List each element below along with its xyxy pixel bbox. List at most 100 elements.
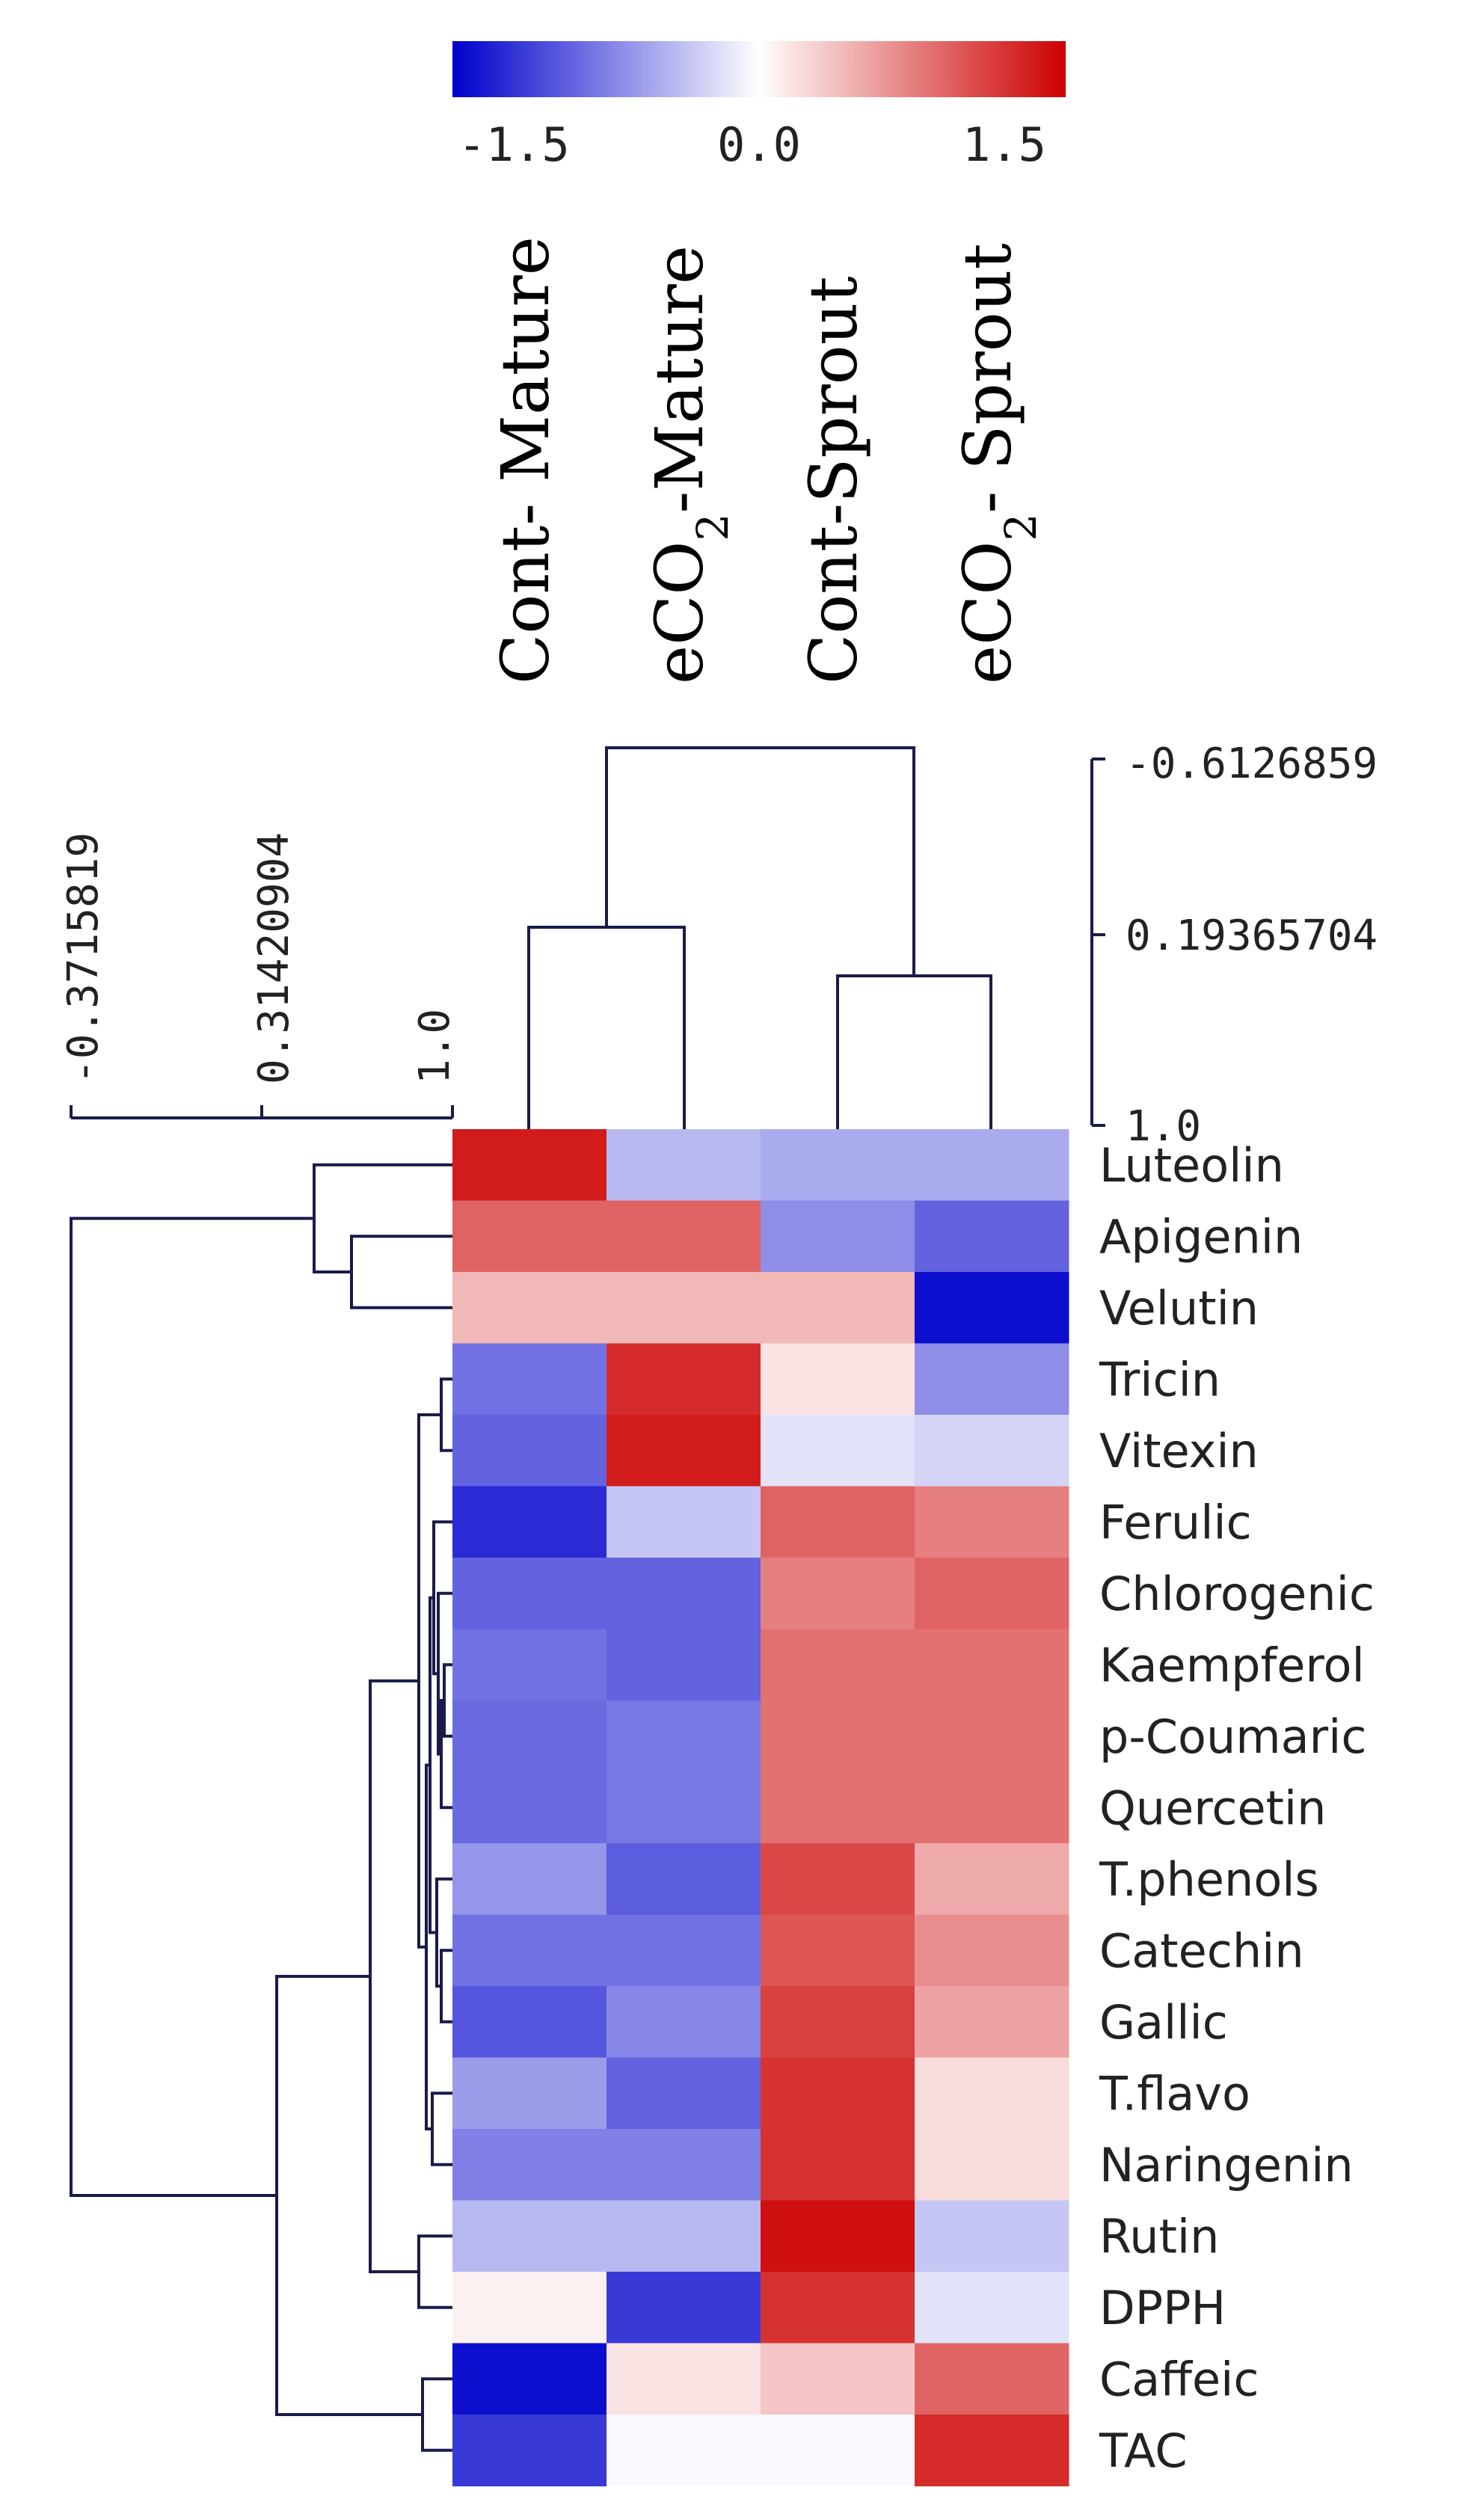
row-dendro-link [369, 1679, 419, 2273]
heatmap-cell [607, 1629, 761, 1701]
row-label: Naringenin [1099, 2138, 1354, 2192]
heatmap-cell [607, 2272, 761, 2344]
heatmap-cell [915, 2272, 1069, 2344]
color-bar-tick-label: -1.5 [458, 117, 569, 172]
heatmap-cell [607, 2343, 761, 2415]
heatmap-cell [452, 1343, 607, 1416]
heatmap-cell [915, 2200, 1069, 2272]
heatmap-cell [452, 1272, 607, 1344]
heatmap-cell [452, 1415, 607, 1487]
heatmap-cell [915, 1771, 1069, 1844]
heatmap-cell [761, 1700, 915, 1772]
heatmap-cell [761, 2129, 915, 2201]
heatmap-cell [452, 1200, 607, 1273]
row-scale-labels: -0.3715819 0.31420904 1.0 [59, 832, 459, 1084]
heatmap-cell [607, 2200, 761, 2272]
heatmap-cell [607, 1343, 761, 1416]
heatmap-cell [452, 1843, 607, 1915]
heatmap-cell [761, 1415, 915, 1487]
color-bar-ticks: -1.5 0.0 1.5 [458, 117, 1046, 172]
heatmap-cell [915, 1415, 1069, 1487]
column-scale-labels: -0.6126859 0.19365704 1.0 [1126, 740, 1378, 1151]
heatmap-cell [607, 1415, 761, 1487]
color-bar [452, 41, 1066, 97]
row-scale-tick-label: 0.31420904 [250, 832, 298, 1084]
heatmap-cell [761, 1986, 915, 2058]
heatmap-cell [915, 2415, 1069, 2486]
row-dendrogram-scale [70, 1105, 454, 1119]
heatmap-cell [607, 1558, 761, 1629]
column-label: eCO2-Mature [641, 245, 738, 684]
heatmap-cell [607, 1986, 761, 2058]
row-dendro-link [443, 1663, 452, 1738]
row-dendro-link [350, 1235, 452, 1309]
row-dendro-link [432, 1520, 452, 1676]
heatmap-cell [915, 1343, 1069, 1416]
column-dendrogram [527, 746, 992, 1129]
row-label: Tricin [1099, 1352, 1220, 1407]
row-label: Caffeic [1099, 2352, 1259, 2406]
heatmap-cell [761, 2057, 915, 2130]
column-scale-tick-label: 1.0 [1126, 1102, 1201, 1151]
heatmap-cell [452, 1700, 607, 1772]
heatmap-cell [607, 2129, 761, 2201]
row-dendro-link [417, 2234, 452, 2309]
row-dendro-link [421, 2377, 452, 2452]
heatmap-cell [452, 2200, 607, 2272]
row-label: Chlorogenic [1099, 1567, 1375, 1621]
heatmap-cell [607, 1700, 761, 1772]
row-label: Catechin [1099, 1923, 1304, 1978]
heatmap-cells [452, 1129, 1069, 2486]
row-label: Quercetin [1099, 1780, 1326, 1835]
row-dendro-link [431, 2092, 452, 2166]
heatmap-cell [915, 1486, 1069, 1558]
row-labels: Luteolin Apigenin Velutin Tricin Vitexin Feru… [1099, 1138, 1375, 2478]
column-dendrogram-scale [1090, 757, 1105, 1127]
column-scale-tick-label: -0.6126859 [1126, 740, 1378, 788]
row-dendrogram [70, 1163, 452, 2452]
heatmap-cell [915, 1629, 1069, 1701]
heatmap-cell [452, 1629, 607, 1701]
heatmap-cell [915, 1986, 1069, 2058]
row-label: DPPH [1099, 2281, 1226, 2335]
heatmap-cell [761, 1343, 915, 1416]
heatmap-cell [452, 2129, 607, 2201]
heatmap-cell [761, 1272, 915, 1344]
row-scale-tick-label: -0.3715819 [59, 832, 108, 1084]
row-label: Vitexin [1099, 1424, 1259, 1478]
row-label: Apigenin [1099, 1209, 1303, 1264]
heatmap-cell [761, 2415, 915, 2486]
heatmap-cell [761, 1129, 915, 1201]
row-dendro-link [313, 1163, 452, 1273]
heatmap-cell [452, 1914, 607, 1987]
heatmap-cell [607, 2057, 761, 2130]
heatmap-cell [607, 1272, 761, 1344]
heatmap-cell [761, 1629, 915, 1701]
heatmap-cell [761, 1914, 915, 1987]
row-label: Rutin [1099, 2209, 1219, 2264]
color-bar-tick-label: 1.5 [962, 117, 1046, 172]
heatmap-cell [607, 1843, 761, 1915]
heatmap-cell [452, 2057, 607, 2130]
heatmap-cell [452, 2415, 607, 2486]
heatmap-cell [915, 1272, 1069, 1344]
row-label: T.phenols [1099, 1852, 1319, 1907]
heatmap-cell [761, 2200, 915, 2272]
row-dendro-link [70, 1217, 314, 2197]
color-bar-tick-label: 0.0 [717, 117, 801, 172]
heatmap-cell [761, 2272, 915, 2344]
row-dendro-link [275, 1974, 423, 2416]
heatmap-cell [452, 1986, 607, 2058]
heatmap-cell [761, 1200, 915, 1273]
heatmap-cell [607, 1914, 761, 1987]
row-dendro-link [440, 1949, 452, 2023]
row-label: Kaempferol [1099, 1638, 1365, 1692]
heatmap-cell [915, 2129, 1069, 2201]
heatmap-cell [607, 1200, 761, 1273]
row-label: Gallic [1099, 1995, 1228, 2050]
heatmap-cell [915, 1914, 1069, 1987]
row-dendro-link [440, 1377, 452, 1452]
row-dendro-link [435, 1877, 452, 1988]
row-label: Luteolin [1099, 1138, 1284, 1193]
heatmap-cell [915, 1700, 1069, 1772]
